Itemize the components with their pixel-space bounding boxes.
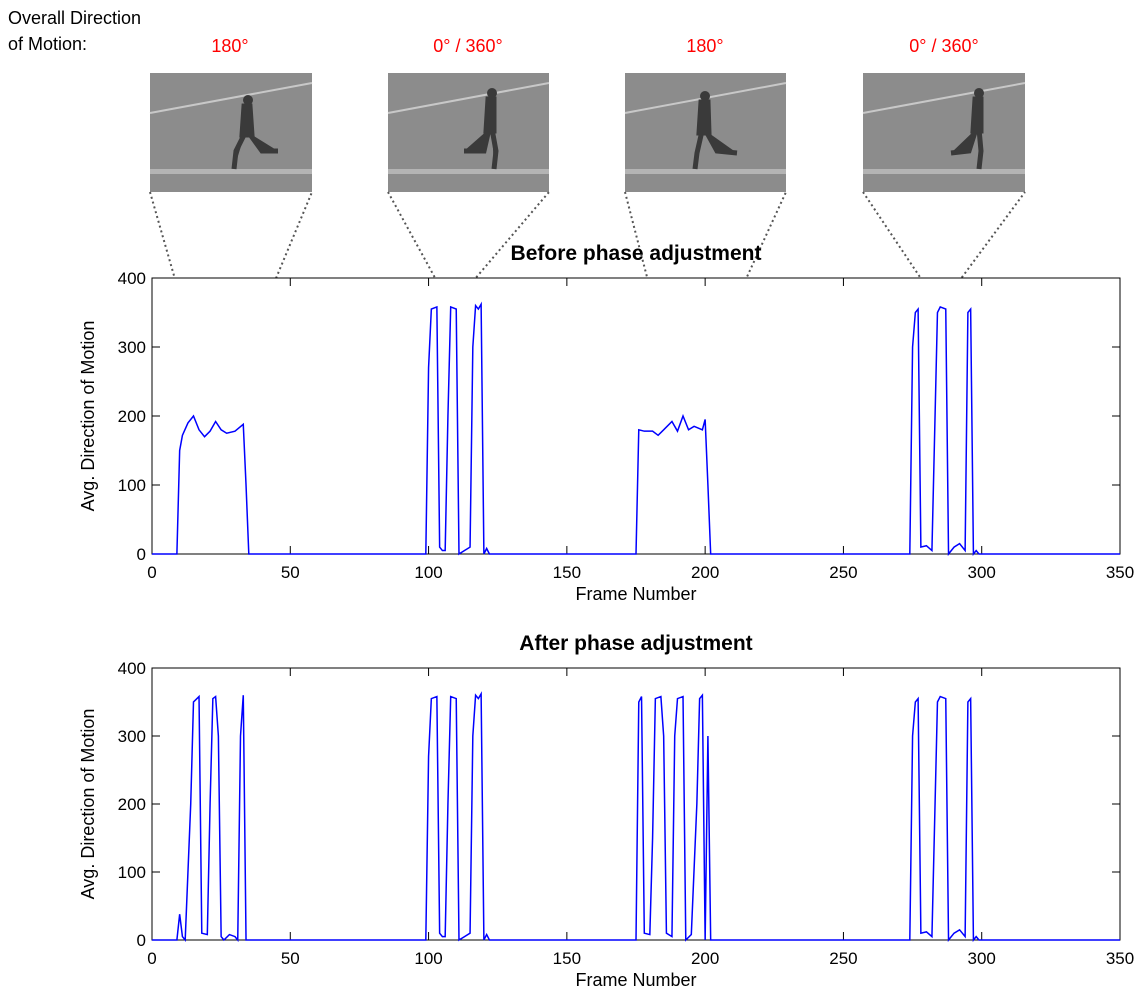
y-axis-label: Avg. Direction of Motion (78, 321, 98, 512)
data-line (152, 691, 1120, 943)
x-tick-label: 300 (968, 949, 996, 968)
x-tick-label: 100 (414, 563, 442, 582)
y-tick-label: 400 (118, 269, 146, 288)
x-tick-label: 150 (553, 563, 581, 582)
y-tick-label: 200 (118, 795, 146, 814)
direction-label: 180° (686, 36, 723, 56)
connector (149, 191, 313, 426)
y-tick-label: 300 (118, 338, 146, 357)
x-tick-label: 0 (147, 563, 156, 582)
y-tick-label: 0 (137, 931, 146, 950)
y-tick-label: 100 (118, 863, 146, 882)
x-tick-label: 100 (414, 949, 442, 968)
x-tick-label: 50 (281, 949, 300, 968)
x-tick-label: 200 (691, 563, 719, 582)
y-tick-label: 0 (137, 545, 146, 564)
chart-title: After phase adjustment (519, 632, 752, 655)
x-axis-label: Frame Number (575, 970, 696, 990)
thumbnails (149, 73, 1026, 192)
y-tick-label: 200 (118, 407, 146, 426)
x-tick-label: 0 (147, 949, 156, 968)
chart-title: Before phase adjustment (511, 242, 762, 265)
y-axis-label: Avg. Direction of Motion (78, 709, 98, 900)
chart-panel: After phase adjustment Frame Number Avg. D… (78, 632, 1134, 990)
x-tick-label: 350 (1106, 949, 1134, 968)
x-tick-label: 350 (1106, 563, 1134, 582)
frame-thumbnail (624, 73, 787, 192)
x-tick-label: 200 (691, 949, 719, 968)
chart-panel: Before phase adjustment Frame Number Avg. … (78, 242, 1134, 604)
connector (862, 191, 1026, 309)
y-tick-label: 100 (118, 476, 146, 495)
direction-label: 0° / 360° (433, 36, 502, 56)
x-axis-label: Frame Number (575, 584, 696, 604)
x-tick-label: 250 (829, 563, 857, 582)
x-tick-label: 300 (968, 563, 996, 582)
header-label: Overall Direction (8, 8, 141, 28)
direction-label: 0° / 360° (909, 36, 978, 56)
direction-label: 180° (211, 36, 248, 56)
frame-thumbnail (387, 73, 550, 192)
x-tick-label: 250 (829, 949, 857, 968)
data-line (152, 301, 1120, 557)
x-tick-label: 150 (553, 949, 581, 968)
y-tick-label: 300 (118, 727, 146, 746)
frame-thumbnail (149, 73, 313, 192)
x-tick-label: 50 (281, 563, 300, 582)
plot-area (151, 277, 1121, 555)
header-label: of Motion: (8, 34, 87, 54)
frame-thumbnail (862, 73, 1026, 192)
y-tick-label: 400 (118, 659, 146, 678)
